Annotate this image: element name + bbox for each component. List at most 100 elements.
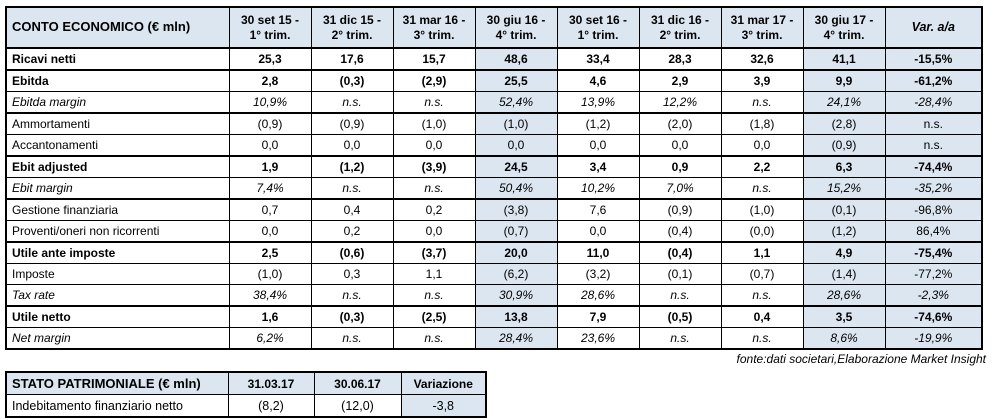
row-label: Ricavi netti: [5, 47, 230, 71]
period-header-line2: 1° trim.: [577, 27, 619, 42]
value-cell: 52,4%: [474, 91, 558, 114]
value-cell: 13,9%: [556, 91, 640, 114]
value-cell: n.s.: [392, 177, 476, 200]
value-cell: 0,4: [310, 198, 394, 221]
value-cell: 0,0: [720, 134, 804, 157]
value-cell: 4,9: [802, 241, 886, 264]
balance-sheet-table: STATO PATRIMONIALE (€ mln) 31.03.17 30.06.…: [5, 371, 487, 418]
row-label: Net margin: [5, 327, 230, 350]
value-cell: 1,9: [228, 155, 312, 178]
value-cell: 0,2: [310, 220, 394, 243]
period-header-line1: 31 dic 16 -: [650, 12, 710, 27]
value-cell: 1,1: [720, 241, 804, 264]
value-cell: 12,2%: [638, 91, 722, 114]
row-label: Gestione finanziaria: [5, 198, 230, 221]
value-cell: (8,2): [227, 394, 315, 418]
row-label: Ebitda: [5, 69, 230, 92]
value-cell: 0,3: [310, 263, 394, 285]
value-cell: 0,0: [392, 134, 476, 157]
value-cell: 6,3: [802, 155, 886, 178]
income-row: Imposte (1,0) 0,3 1,1 (6,2) (3,2) (0,1) (0,7) (1…: [5, 263, 983, 285]
row-label: Utile netto: [5, 305, 230, 328]
value-cell: (12,0): [313, 394, 402, 418]
value-cell: -74,4%: [884, 155, 983, 178]
date-header-3: Variazione: [400, 371, 487, 395]
value-cell: (1,0): [720, 198, 804, 221]
income-row: Ebit margin 7,4% n.s. n.s. 50,4% 10,2% 7,0% n.s…: [5, 177, 983, 200]
value-cell: (0,1): [638, 263, 722, 285]
value-cell: 28,3: [638, 47, 722, 71]
income-row: Net margin 6,2% n.s. n.s. 28,4% 23,6% n.s. n.s.…: [5, 327, 983, 350]
value-cell: n.s.: [720, 327, 804, 350]
balance-sheet-header-row: STATO PATRIMONIALE (€ mln) 31.03.17 30.06.…: [5, 371, 487, 395]
income-row: Ammortamenti (0,9) (0,9) (1,0) (1,0) (1,2) (2,…: [5, 112, 983, 135]
value-cell: (1,0): [474, 112, 558, 135]
value-cell: n.s.: [884, 112, 983, 135]
date-header-1: 31.03.17: [227, 371, 315, 395]
value-cell: -96,8%: [884, 198, 983, 221]
value-cell: n.s.: [720, 91, 804, 114]
value-cell: -74,6%: [884, 305, 983, 328]
income-row: Gestione finanziaria 0,7 0,4 0,2 (3,8) 7,6 (0,…: [5, 198, 983, 221]
value-cell: 7,4%: [228, 177, 312, 200]
source-note: fonte:dati societari,Elaborazione Market…: [736, 352, 986, 366]
value-cell: 17,6: [310, 47, 394, 71]
value-cell: 24,1%: [802, 91, 886, 114]
value-cell: (0,5): [638, 305, 722, 328]
date-header-2: 30.06.17: [313, 371, 402, 395]
row-label: Tax rate: [5, 284, 230, 307]
value-cell: (1,8): [720, 112, 804, 135]
value-cell: 7,0%: [638, 177, 722, 200]
value-cell: 2,8: [228, 69, 312, 92]
income-row: Utile ante imposte 2,5 (0,6) (3,7) 20,0 11,0(…: [5, 241, 983, 264]
balance-row: Indebitamento finanziario netto (8,2) (12,…: [5, 394, 487, 418]
value-cell: 2,2: [720, 155, 804, 178]
balance-sheet-body: Indebitamento finanziario netto (8,2) (12,…: [5, 394, 487, 418]
period-header-line2: 2° trim.: [659, 27, 701, 42]
value-cell: (0,1): [802, 198, 886, 221]
row-label: Indebitamento finanziario netto: [5, 394, 229, 418]
value-cell: 50,4%: [474, 177, 558, 200]
income-row: Ricavi netti 25,3 17,6 15,7 48,6 33,4 28,3 32,6…: [5, 47, 983, 71]
value-cell: n.s.: [392, 91, 476, 114]
period-header-1: 30 set 15 -1° trim.: [228, 6, 312, 49]
value-cell: (2,8): [802, 112, 886, 135]
period-header-line2: 4° trim.: [823, 27, 865, 42]
row-label: Ebit margin: [5, 177, 230, 200]
period-header-7: 31 mar 17 -3° trim.: [720, 6, 804, 49]
value-cell: (1,2): [802, 220, 886, 243]
value-cell: (0,7): [720, 263, 804, 285]
value-cell: (0,9): [802, 134, 886, 157]
period-header-line2: 3° trim.: [741, 27, 783, 42]
value-cell: 7,6: [556, 198, 640, 221]
value-cell: 23,6%: [556, 327, 640, 350]
row-label: Ebitda margin: [5, 91, 230, 114]
period-header-line2: 3° trim.: [413, 27, 455, 42]
value-cell: 3,9: [720, 69, 804, 92]
value-cell: -75,4%: [884, 241, 983, 264]
value-cell: (1,0): [228, 263, 312, 285]
value-cell: 10,2%: [556, 177, 640, 200]
value-cell: (0,4): [638, 220, 722, 243]
value-cell: (1,2): [310, 155, 394, 178]
value-cell: 7,9: [556, 305, 640, 328]
value-cell: 0,0: [638, 134, 722, 157]
period-header-3: 31 mar 16 -3° trim.: [392, 6, 476, 49]
period-header-line2: 1° trim.: [249, 27, 291, 42]
row-label: Ammortamenti: [5, 112, 230, 135]
value-cell: 15,2%: [802, 177, 886, 200]
row-label: Proventi/oneri non ricorrenti: [5, 220, 230, 243]
value-cell: 48,6: [474, 47, 558, 71]
value-cell: (0,0): [720, 220, 804, 243]
income-statement-table: CONTO ECONOMICO (€ mln) 30 set 15 -1° tri…: [5, 6, 983, 350]
income-row: Proventi/oneri non ricorrenti 0,0 0,2 0,0 (0…: [5, 220, 983, 243]
period-header-8: 30 giu 17 -4° trim.: [802, 6, 886, 49]
value-cell: 2,5: [228, 241, 312, 264]
value-cell: 0,0: [228, 134, 312, 157]
value-cell: 0,0: [392, 220, 476, 243]
value-cell: n.s.: [392, 327, 476, 350]
balance-sheet-title: STATO PATRIMONIALE (€ mln): [5, 371, 229, 395]
value-cell: 1,6: [228, 305, 312, 328]
income-row: Tax rate 38,4% n.s. n.s. 30,9% 28,6% n.s. n.s. 2…: [5, 284, 983, 307]
period-header-line2: 4° trim.: [495, 27, 537, 42]
